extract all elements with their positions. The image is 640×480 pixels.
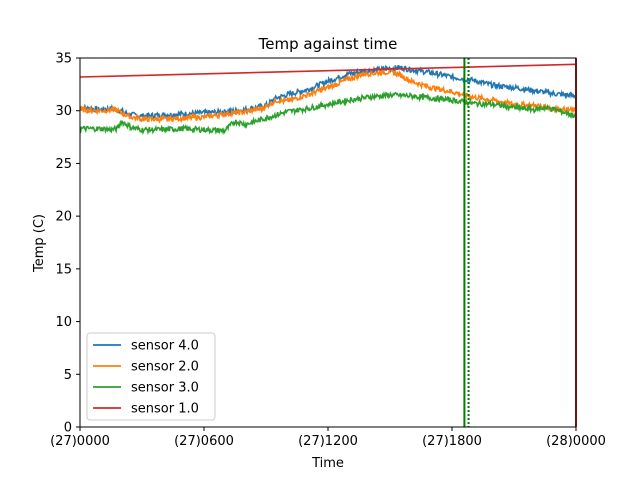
y-tick-label: 25 [55,157,72,172]
y-axis-ticks: 0 5 10 15 20 25 30 35 [55,52,80,436]
y-tick-label: 5 [64,368,72,383]
chart-title: Temp against time [258,35,398,53]
series-line-sensor-3-0 [79,90,577,136]
x-tick-label: (27)1800 [422,434,482,449]
x-axis-label: Time [311,456,344,471]
x-axis-ticks: (27)0000 (27)0600 (27)1200 (27)1800 (28)0000 [50,427,606,449]
series-line-sensor-2-0 [79,68,577,124]
y-axis-label: Temp (C) [32,214,47,273]
y-tick-label: 20 [55,210,72,225]
vertical-markers [463,58,577,427]
x-tick-label: (27)1200 [298,434,358,449]
series-line-sensor-4-0 [79,64,577,122]
x-tick-label: (27)0600 [174,434,234,449]
legend-label: sensor 4.0 [131,339,199,354]
y-tick-label: 35 [55,52,72,67]
legend-label: sensor 3.0 [131,381,199,396]
series-line-sensor-1-0 [79,63,577,78]
x-tick-label: (28)0000 [546,434,606,449]
y-tick-label: 10 [55,315,72,330]
legend-label: sensor 2.0 [131,360,199,375]
x-tick-label: (27)0000 [50,434,110,449]
legend-box [86,332,216,421]
y-tick-label: 15 [55,262,72,277]
legend: sensor 4.0 sensor 2.0 sensor 3.0 sensor 1.0 [86,332,216,421]
legend-label: sensor 1.0 [131,402,199,417]
y-tick-label: 30 [55,104,72,119]
plot-lines [79,63,577,136]
y-tick-label: 0 [64,421,72,436]
